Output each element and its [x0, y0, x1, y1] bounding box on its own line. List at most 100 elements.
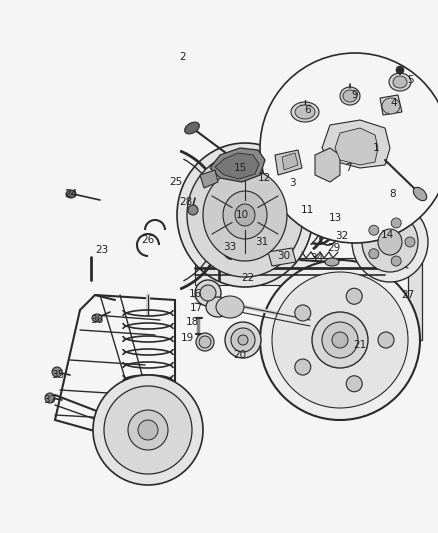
- Polygon shape: [322, 120, 390, 168]
- Ellipse shape: [295, 359, 311, 375]
- Ellipse shape: [238, 335, 248, 345]
- Polygon shape: [210, 148, 265, 182]
- Ellipse shape: [128, 410, 168, 450]
- Text: 19: 19: [180, 333, 194, 343]
- Polygon shape: [282, 153, 298, 170]
- Text: 5: 5: [407, 75, 413, 85]
- Ellipse shape: [93, 375, 203, 485]
- Text: 10: 10: [236, 210, 248, 220]
- Text: 37: 37: [43, 395, 57, 405]
- Text: 28: 28: [180, 197, 193, 207]
- Ellipse shape: [260, 260, 420, 420]
- Polygon shape: [195, 258, 370, 285]
- Ellipse shape: [223, 191, 267, 239]
- Ellipse shape: [340, 87, 360, 105]
- Ellipse shape: [332, 332, 348, 348]
- Circle shape: [260, 53, 438, 243]
- Text: 21: 21: [353, 340, 367, 350]
- Ellipse shape: [196, 333, 214, 351]
- Text: 4: 4: [391, 98, 397, 108]
- Polygon shape: [200, 170, 218, 188]
- Ellipse shape: [389, 73, 411, 91]
- Ellipse shape: [362, 212, 418, 272]
- Ellipse shape: [369, 225, 379, 235]
- Polygon shape: [235, 155, 248, 168]
- Ellipse shape: [312, 312, 368, 368]
- Text: 30: 30: [277, 251, 290, 261]
- Ellipse shape: [325, 258, 339, 266]
- Ellipse shape: [378, 332, 394, 348]
- Text: 6: 6: [305, 105, 311, 115]
- Text: 35: 35: [51, 370, 65, 380]
- Ellipse shape: [346, 288, 362, 304]
- Text: 11: 11: [300, 205, 314, 215]
- Text: 33: 33: [223, 242, 237, 252]
- Polygon shape: [335, 128, 378, 165]
- Ellipse shape: [413, 187, 427, 200]
- Ellipse shape: [352, 202, 428, 282]
- Ellipse shape: [66, 190, 76, 198]
- Ellipse shape: [295, 105, 315, 119]
- Text: 25: 25: [170, 177, 183, 187]
- Ellipse shape: [185, 122, 199, 134]
- Ellipse shape: [369, 249, 379, 259]
- Text: 23: 23: [95, 245, 109, 255]
- Text: 34: 34: [311, 253, 324, 263]
- Ellipse shape: [256, 233, 270, 251]
- Polygon shape: [315, 148, 340, 182]
- Ellipse shape: [291, 102, 319, 122]
- Polygon shape: [215, 153, 259, 179]
- Text: 13: 13: [328, 213, 342, 223]
- Text: 2: 2: [180, 52, 186, 62]
- Ellipse shape: [195, 280, 221, 306]
- Text: 31: 31: [255, 237, 268, 247]
- Text: 36: 36: [90, 315, 104, 325]
- Polygon shape: [268, 248, 296, 266]
- Polygon shape: [380, 95, 402, 115]
- Ellipse shape: [92, 314, 102, 322]
- Text: 14: 14: [380, 230, 394, 240]
- Ellipse shape: [235, 204, 255, 226]
- Ellipse shape: [391, 218, 401, 228]
- Text: 27: 27: [401, 290, 415, 300]
- Text: 7: 7: [345, 163, 351, 173]
- Ellipse shape: [45, 393, 55, 403]
- Ellipse shape: [104, 386, 192, 474]
- Text: 32: 32: [336, 231, 349, 241]
- Text: 24: 24: [64, 189, 78, 199]
- Ellipse shape: [177, 143, 313, 287]
- Ellipse shape: [396, 66, 404, 74]
- Polygon shape: [275, 150, 302, 175]
- Ellipse shape: [393, 76, 407, 88]
- Ellipse shape: [272, 272, 408, 408]
- Ellipse shape: [225, 322, 261, 358]
- Ellipse shape: [343, 90, 357, 102]
- Ellipse shape: [203, 169, 287, 261]
- Text: 15: 15: [233, 163, 247, 173]
- Ellipse shape: [322, 322, 358, 358]
- Text: 8: 8: [390, 189, 396, 199]
- Ellipse shape: [188, 205, 198, 215]
- Ellipse shape: [405, 237, 415, 247]
- Text: 17: 17: [189, 303, 203, 313]
- Ellipse shape: [295, 305, 311, 321]
- Text: 3: 3: [289, 178, 295, 188]
- Text: 18: 18: [185, 317, 198, 327]
- Ellipse shape: [216, 296, 244, 318]
- Ellipse shape: [378, 229, 402, 255]
- Text: 12: 12: [258, 173, 271, 183]
- Text: 20: 20: [233, 350, 247, 360]
- Text: 1: 1: [373, 143, 379, 153]
- Ellipse shape: [52, 367, 62, 377]
- Ellipse shape: [187, 153, 303, 277]
- Ellipse shape: [199, 336, 211, 348]
- Ellipse shape: [200, 285, 216, 301]
- Ellipse shape: [206, 297, 230, 317]
- Text: 22: 22: [241, 273, 254, 283]
- Ellipse shape: [382, 98, 400, 114]
- Text: 16: 16: [188, 289, 201, 299]
- Text: 26: 26: [141, 235, 155, 245]
- Ellipse shape: [138, 420, 158, 440]
- Text: 29: 29: [327, 243, 341, 253]
- Polygon shape: [408, 258, 422, 340]
